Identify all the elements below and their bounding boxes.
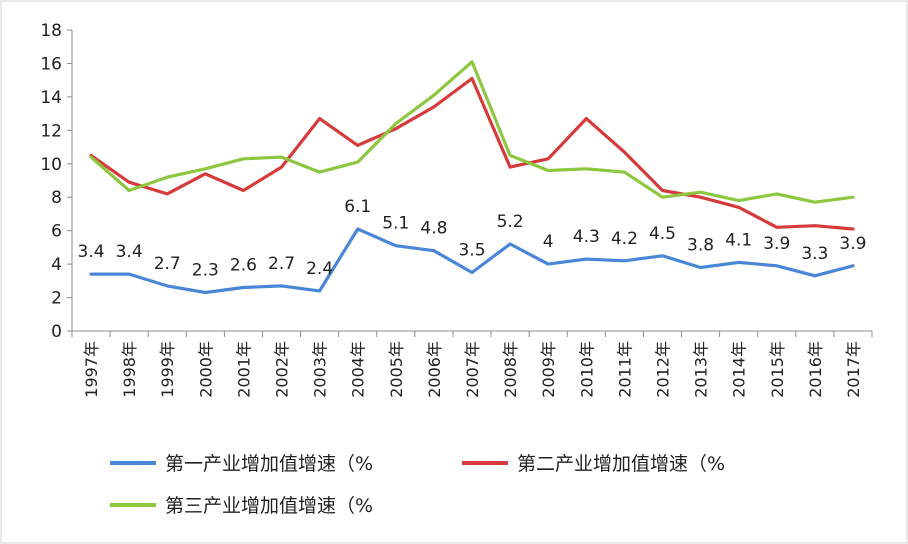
y-tick-label: 2 xyxy=(51,289,62,309)
x-tick-label: 2010年 xyxy=(577,341,596,398)
y-tick-label: 6 xyxy=(51,222,62,242)
legend-label-1: 第一产业增加值增速（% xyxy=(165,453,373,475)
data-label: 4 xyxy=(543,232,554,252)
data-label: 2.3 xyxy=(192,261,219,281)
data-label: 2.7 xyxy=(268,254,295,274)
data-labels: 3.4 3.4 2.7 2.3 2.6 2.7 2.4 6.1 5.1 4.8 3.5 5.2 4 4.3… xyxy=(78,197,867,281)
series-line-2 xyxy=(89,76,855,231)
data-label: 5.2 xyxy=(497,212,524,232)
data-label: 4.3 xyxy=(573,227,600,247)
y-tick-label: 12 xyxy=(40,121,62,141)
data-label: 5.1 xyxy=(382,214,409,234)
data-label: 3.4 xyxy=(116,242,143,262)
x-tick-label: 1997年 xyxy=(82,341,101,398)
y-tick-label: 16 xyxy=(40,54,62,74)
data-label: 6.1 xyxy=(344,197,371,217)
data-label: 3.9 xyxy=(763,234,790,254)
data-label: 2.6 xyxy=(230,256,257,276)
x-tick-label: 1999年 xyxy=(158,341,177,398)
data-label: 3.8 xyxy=(687,235,714,255)
legend-label-2: 第二产业增加值增速（% xyxy=(517,453,725,475)
data-label: 3.9 xyxy=(839,234,866,254)
x-tick-label: 2003年 xyxy=(311,341,330,398)
data-label: 4.2 xyxy=(611,229,638,249)
data-label: 2.7 xyxy=(154,254,181,274)
y-tick-label: 8 xyxy=(51,188,62,208)
x-tick-label: 2001年 xyxy=(234,341,253,398)
data-label: 2.4 xyxy=(306,259,333,279)
x-tick-label: 2002年 xyxy=(273,341,292,398)
x-tick-label: 1998年 xyxy=(120,341,139,398)
x-tick-label: 2008年 xyxy=(501,341,520,398)
y-tick-label: 14 xyxy=(40,88,62,108)
legend: 第一产业增加值增速（% 第二产业增加值增速（% 第三产业增加值增速（% xyxy=(110,453,725,517)
x-tick-label: 2006年 xyxy=(425,341,444,398)
legend-label-3: 第三产业增加值增速（% xyxy=(165,495,373,517)
data-label: 3.3 xyxy=(801,244,828,264)
x-tick-label: 2017年 xyxy=(844,341,863,398)
series-line-1 xyxy=(89,227,855,295)
series-line-3 xyxy=(89,60,855,204)
axes: 0 2 4 6 8 10 12 14 16 18 1997年 1998年 1999年 2000年 2001年… xyxy=(40,21,873,398)
x-tick-label: 2016年 xyxy=(806,341,825,398)
data-label: 4.8 xyxy=(420,219,447,239)
x-tick-label: 2013年 xyxy=(692,341,711,398)
y-tick-label: 18 xyxy=(40,21,62,41)
x-tick-label: 2005年 xyxy=(387,341,406,398)
x-tick-label: 2014年 xyxy=(730,341,749,398)
x-tick-label: 2011年 xyxy=(615,341,634,398)
x-tick-label: 2007年 xyxy=(463,341,482,398)
x-tick-label: 2004年 xyxy=(349,341,368,398)
data-label: 3.5 xyxy=(458,240,485,260)
data-label: 4.5 xyxy=(649,224,676,244)
x-tick-label: 2015年 xyxy=(768,341,787,398)
y-tick-label: 0 xyxy=(51,322,62,342)
x-tick-label: 2012年 xyxy=(653,341,672,398)
x-tick-label: 2000年 xyxy=(196,341,215,398)
series-layer xyxy=(89,60,855,295)
y-tick-label: 4 xyxy=(51,255,62,275)
y-tick-label: 10 xyxy=(40,155,62,175)
x-tick-label: 2009年 xyxy=(539,341,558,398)
data-label: 4.1 xyxy=(725,230,752,250)
data-label: 3.4 xyxy=(78,242,105,262)
